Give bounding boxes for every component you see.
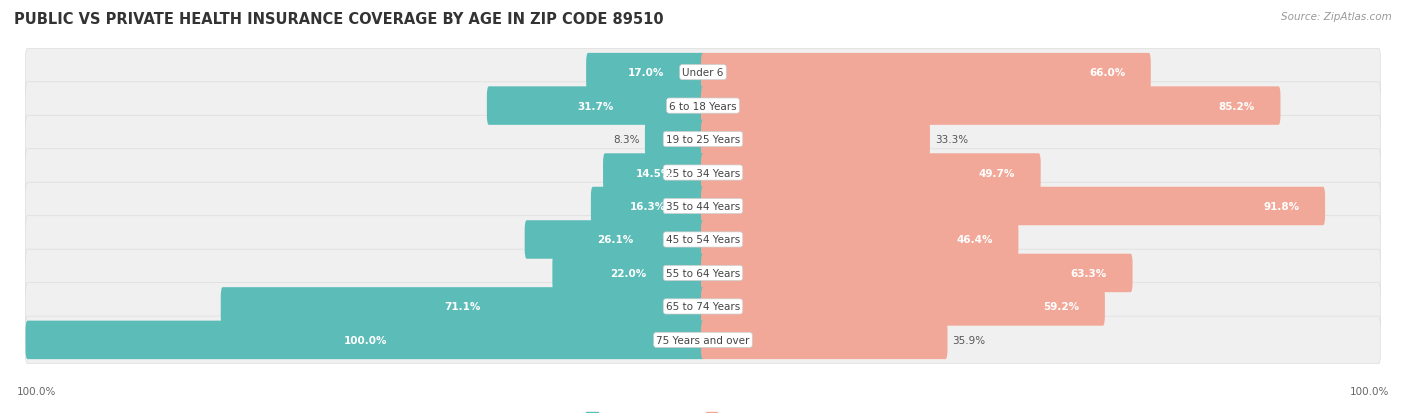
Text: 19 to 25 Years: 19 to 25 Years bbox=[666, 135, 740, 145]
Text: 100.0%: 100.0% bbox=[17, 387, 56, 396]
Text: 6 to 18 Years: 6 to 18 Years bbox=[669, 101, 737, 112]
FancyBboxPatch shape bbox=[25, 150, 1381, 197]
Text: Source: ZipAtlas.com: Source: ZipAtlas.com bbox=[1281, 12, 1392, 22]
FancyBboxPatch shape bbox=[702, 221, 1018, 259]
FancyBboxPatch shape bbox=[702, 188, 1324, 225]
FancyBboxPatch shape bbox=[486, 87, 704, 126]
Text: 35 to 44 Years: 35 to 44 Years bbox=[666, 202, 740, 211]
Text: 33.3%: 33.3% bbox=[935, 135, 967, 145]
Text: 100.0%: 100.0% bbox=[1350, 387, 1389, 396]
FancyBboxPatch shape bbox=[586, 54, 704, 92]
Legend: Public Insurance, Private Insurance: Public Insurance, Private Insurance bbox=[582, 408, 824, 413]
FancyBboxPatch shape bbox=[603, 154, 704, 192]
Text: PUBLIC VS PRIVATE HEALTH INSURANCE COVERAGE BY AGE IN ZIP CODE 89510: PUBLIC VS PRIVATE HEALTH INSURANCE COVER… bbox=[14, 12, 664, 27]
Text: 66.0%: 66.0% bbox=[1088, 68, 1125, 78]
Text: Under 6: Under 6 bbox=[682, 68, 724, 78]
Text: 75 Years and over: 75 Years and over bbox=[657, 335, 749, 345]
Text: 65 to 74 Years: 65 to 74 Years bbox=[666, 301, 740, 312]
FancyBboxPatch shape bbox=[645, 121, 704, 159]
Text: 91.8%: 91.8% bbox=[1263, 202, 1299, 211]
Text: 49.7%: 49.7% bbox=[979, 168, 1015, 178]
FancyBboxPatch shape bbox=[553, 254, 704, 292]
Text: 17.0%: 17.0% bbox=[627, 68, 664, 78]
FancyBboxPatch shape bbox=[25, 83, 1381, 130]
Text: 25 to 34 Years: 25 to 34 Years bbox=[666, 168, 740, 178]
FancyBboxPatch shape bbox=[25, 321, 704, 359]
Text: 8.3%: 8.3% bbox=[613, 135, 640, 145]
FancyBboxPatch shape bbox=[702, 54, 1152, 92]
FancyBboxPatch shape bbox=[25, 116, 1381, 164]
FancyBboxPatch shape bbox=[25, 216, 1381, 263]
Text: 16.3%: 16.3% bbox=[630, 202, 666, 211]
FancyBboxPatch shape bbox=[702, 154, 1040, 192]
FancyBboxPatch shape bbox=[221, 287, 704, 326]
Text: 85.2%: 85.2% bbox=[1219, 101, 1254, 112]
FancyBboxPatch shape bbox=[702, 321, 948, 359]
FancyBboxPatch shape bbox=[702, 121, 929, 159]
FancyBboxPatch shape bbox=[25, 183, 1381, 230]
Text: 100.0%: 100.0% bbox=[343, 335, 387, 345]
Text: 59.2%: 59.2% bbox=[1043, 301, 1080, 312]
Text: 22.0%: 22.0% bbox=[610, 268, 647, 278]
Text: 46.4%: 46.4% bbox=[956, 235, 993, 245]
Text: 71.1%: 71.1% bbox=[444, 301, 481, 312]
FancyBboxPatch shape bbox=[524, 221, 704, 259]
FancyBboxPatch shape bbox=[25, 249, 1381, 297]
Text: 55 to 64 Years: 55 to 64 Years bbox=[666, 268, 740, 278]
FancyBboxPatch shape bbox=[25, 49, 1381, 97]
Text: 35.9%: 35.9% bbox=[952, 335, 986, 345]
FancyBboxPatch shape bbox=[702, 87, 1281, 126]
FancyBboxPatch shape bbox=[591, 188, 704, 225]
Text: 31.7%: 31.7% bbox=[578, 101, 614, 112]
FancyBboxPatch shape bbox=[702, 287, 1105, 326]
Text: 45 to 54 Years: 45 to 54 Years bbox=[666, 235, 740, 245]
FancyBboxPatch shape bbox=[25, 283, 1381, 330]
FancyBboxPatch shape bbox=[702, 254, 1133, 292]
FancyBboxPatch shape bbox=[25, 316, 1381, 364]
Text: 26.1%: 26.1% bbox=[596, 235, 633, 245]
Text: 63.3%: 63.3% bbox=[1070, 268, 1107, 278]
Text: 14.5%: 14.5% bbox=[636, 168, 672, 178]
